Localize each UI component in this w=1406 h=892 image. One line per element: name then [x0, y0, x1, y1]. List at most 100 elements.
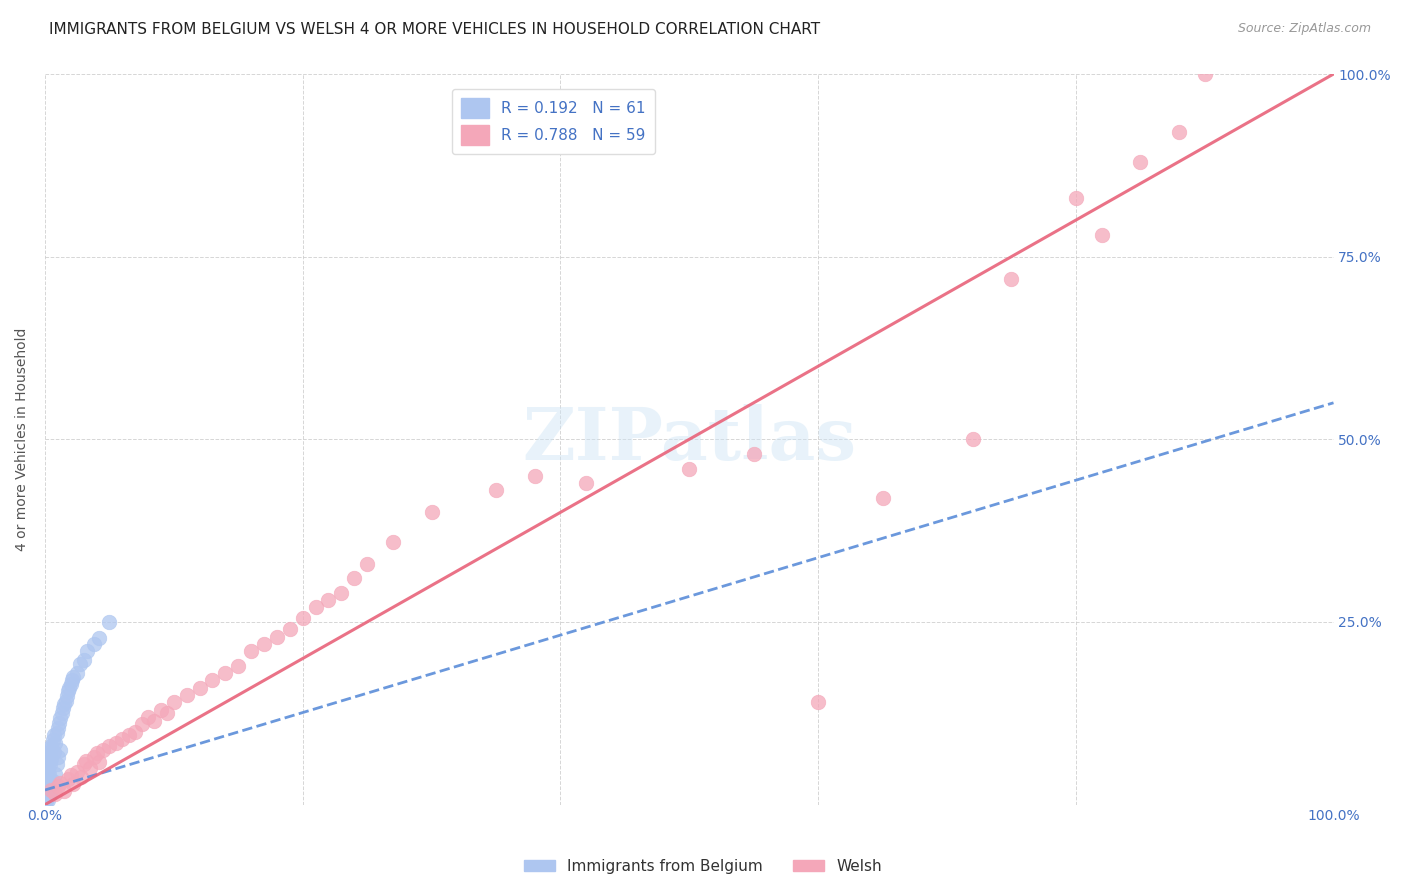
Point	[41, 783, 63, 797]
Point	[39, 787, 62, 801]
Point	[39, 757, 62, 772]
Point	[75, 754, 97, 768]
Point	[291, 611, 314, 625]
Legend: R = 0.192   N = 61, R = 0.788   N = 59: R = 0.192 N = 61, R = 0.788 N = 59	[453, 89, 655, 154]
Point	[163, 695, 186, 709]
Point	[35, 772, 58, 786]
Point	[34, 790, 56, 805]
Point	[59, 677, 82, 691]
Point	[1129, 154, 1152, 169]
Point	[56, 684, 79, 698]
Point	[83, 750, 105, 764]
Point	[38, 789, 60, 803]
Point	[42, 745, 65, 759]
Point	[48, 715, 70, 730]
Point	[42, 728, 65, 742]
Point	[66, 666, 89, 681]
Point	[37, 759, 59, 773]
Point	[91, 743, 114, 757]
Point	[41, 733, 63, 747]
Text: ZIPatlas: ZIPatlas	[522, 404, 856, 475]
Point	[66, 764, 89, 779]
Point	[214, 666, 236, 681]
Point	[304, 600, 326, 615]
Point	[201, 673, 224, 688]
Point	[156, 706, 179, 721]
Point	[35, 794, 58, 808]
Point	[1090, 227, 1112, 242]
Point	[98, 739, 121, 754]
Point	[253, 637, 276, 651]
Point	[38, 745, 60, 759]
Point	[53, 784, 76, 798]
Point	[39, 740, 62, 755]
Point	[143, 714, 166, 728]
Point	[55, 694, 77, 708]
Point	[45, 757, 67, 772]
Point	[72, 653, 94, 667]
Point	[86, 747, 108, 761]
Point	[330, 586, 353, 600]
Point	[87, 756, 110, 770]
Point	[188, 681, 211, 695]
Point	[807, 695, 830, 709]
Point	[118, 728, 141, 742]
Point	[52, 701, 75, 715]
Legend: Immigrants from Belgium, Welsh: Immigrants from Belgium, Welsh	[519, 853, 887, 880]
Point	[49, 775, 72, 789]
Text: Source: ZipAtlas.com: Source: ZipAtlas.com	[1237, 22, 1371, 36]
Point	[136, 710, 159, 724]
Point	[37, 763, 59, 777]
Point	[111, 731, 134, 746]
Point	[35, 768, 58, 782]
Point	[35, 781, 58, 796]
Point	[46, 750, 69, 764]
Point	[44, 787, 66, 801]
Point	[34, 780, 56, 794]
Point	[962, 433, 984, 447]
Point	[575, 476, 598, 491]
Point	[872, 491, 894, 505]
Point	[79, 761, 101, 775]
Point	[240, 644, 263, 658]
Point	[742, 447, 765, 461]
Point	[37, 770, 59, 784]
Point	[41, 773, 63, 788]
Point	[278, 622, 301, 636]
Point	[523, 468, 546, 483]
Point	[35, 784, 58, 798]
Point	[38, 756, 60, 770]
Point	[41, 781, 63, 796]
Point	[420, 505, 443, 519]
Point	[62, 777, 84, 791]
Point	[87, 631, 110, 645]
Point	[60, 673, 83, 688]
Point	[46, 721, 69, 735]
Point	[53, 697, 76, 711]
Point	[70, 770, 93, 784]
Point	[46, 780, 69, 794]
Point	[35, 777, 58, 791]
Y-axis label: 4 or more Vehicles in Household: 4 or more Vehicles in Household	[15, 327, 30, 551]
Point	[38, 750, 60, 764]
Point	[44, 735, 66, 749]
Point	[49, 743, 72, 757]
Point	[104, 735, 127, 749]
Point	[678, 461, 700, 475]
Point	[62, 670, 84, 684]
Point	[381, 534, 404, 549]
Point	[35, 787, 58, 801]
Point	[176, 688, 198, 702]
Point	[58, 681, 80, 695]
Point	[266, 630, 288, 644]
Point	[34, 783, 56, 797]
Point	[343, 571, 366, 585]
Point	[37, 793, 59, 807]
Point	[35, 774, 58, 789]
Point	[44, 767, 66, 781]
Text: IMMIGRANTS FROM BELGIUM VS WELSH 4 OR MORE VEHICLES IN HOUSEHOLD CORRELATION CHA: IMMIGRANTS FROM BELGIUM VS WELSH 4 OR MO…	[49, 22, 820, 37]
Point	[124, 724, 146, 739]
Point	[1194, 67, 1216, 81]
Point	[45, 726, 67, 740]
Point	[131, 717, 153, 731]
